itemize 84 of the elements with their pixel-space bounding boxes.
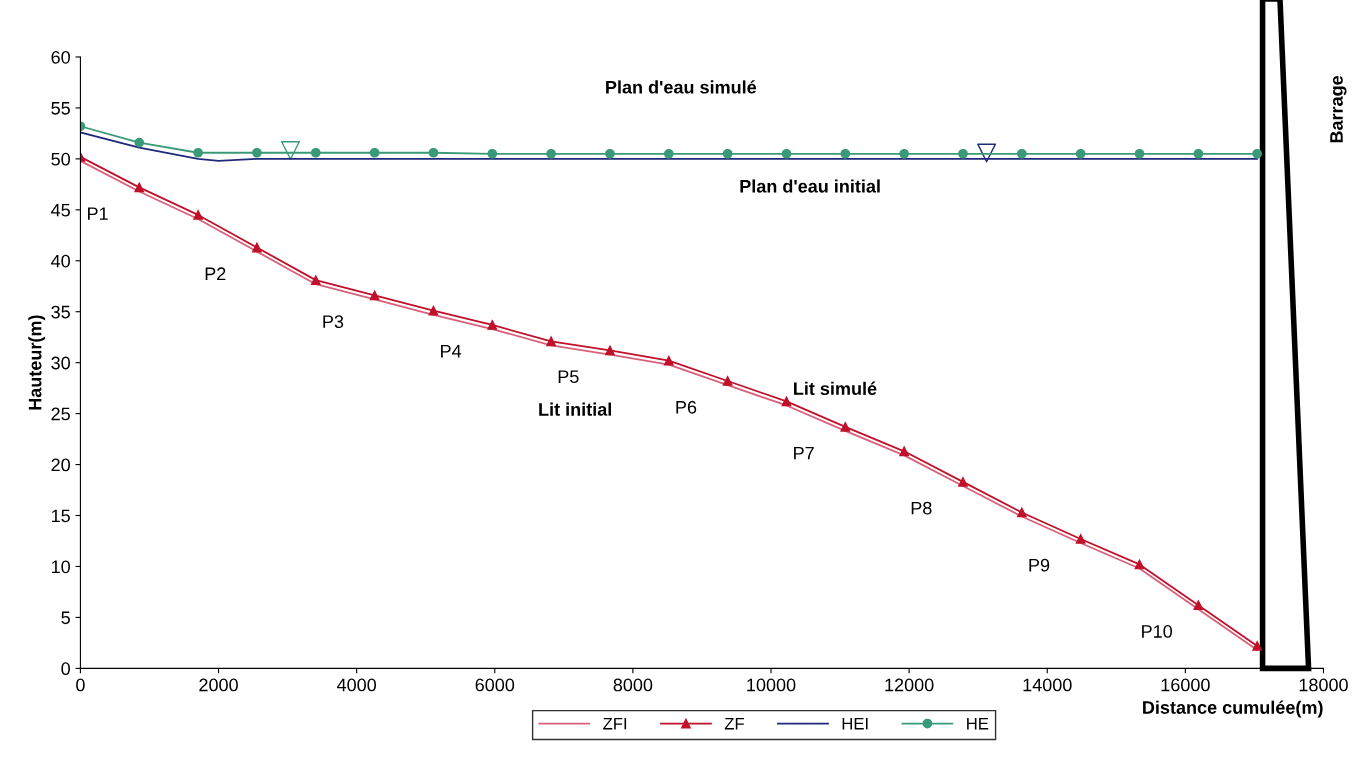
point: [1193, 600, 1204, 611]
x-tick-label: 10000: [747, 678, 796, 692]
x-tick-label: 6000: [475, 678, 515, 692]
legend-label: HE: [967, 717, 989, 730]
annotation: Plan d'eau simulé: [606, 80, 757, 94]
annotation: P9: [1029, 558, 1050, 572]
point: [663, 148, 674, 159]
point: [310, 147, 321, 158]
annotation: Plan d'eau initial: [740, 179, 880, 193]
point: [193, 210, 203, 220]
x-tick-label: 14000: [1023, 678, 1072, 692]
point: [1252, 148, 1263, 159]
y-tick-label: 20: [51, 458, 70, 472]
y-tick-label: 40: [51, 254, 70, 268]
annotation: Lit initial: [539, 402, 611, 416]
y-tick-label: 25: [51, 407, 70, 421]
legend-label: ZFI: [603, 717, 627, 730]
y-tick-label: 0: [61, 662, 70, 676]
point: [1075, 148, 1086, 159]
annotation: Lit simulé: [794, 381, 877, 396]
x-tick-label: 4000: [336, 678, 377, 692]
point: [428, 147, 439, 158]
point: [546, 336, 556, 347]
point: [663, 355, 674, 366]
point: [369, 290, 380, 301]
y-tick-label: 55: [51, 102, 70, 115]
point: [1193, 148, 1204, 159]
annotation: P10: [1142, 625, 1173, 638]
point: [1252, 641, 1263, 651]
point: [722, 376, 733, 386]
point: [605, 148, 615, 159]
y-tick-label: 5: [61, 611, 70, 625]
point: [722, 148, 733, 159]
y-tick-label: 10: [51, 560, 70, 574]
annotation: P7: [794, 446, 814, 460]
point: [252, 242, 262, 253]
annotation: P5: [558, 370, 579, 384]
point: [899, 446, 910, 457]
point: [1016, 507, 1027, 518]
y-tick-label: 45: [51, 203, 70, 217]
point: [369, 147, 380, 158]
point: [1016, 148, 1027, 159]
y-tick-label: 50: [51, 152, 70, 166]
point: [310, 275, 321, 285]
point: [605, 345, 615, 356]
point: [134, 137, 145, 148]
point: [134, 182, 145, 193]
x-tick-label: 2000: [199, 678, 238, 692]
annotation: P3: [323, 315, 344, 329]
annotation: P6: [676, 400, 697, 414]
point: [1134, 148, 1145, 159]
x-tick-label: 18000: [1299, 678, 1348, 692]
y-tick-label: 15: [51, 509, 70, 523]
legend-label: HEI: [842, 717, 868, 730]
annotation: P4: [441, 344, 462, 358]
y-tick-label: 35: [51, 305, 70, 319]
x-axis-title: Distance cumulée(m): [1143, 700, 1323, 718]
annotation: P1: [88, 207, 108, 220]
point: [1075, 534, 1086, 544]
point: [781, 148, 792, 159]
point: [487, 148, 498, 159]
x-tick-label: 16000: [1161, 678, 1210, 692]
point: [840, 422, 851, 432]
x-tick-label: 0: [76, 678, 85, 692]
point: [428, 305, 439, 316]
text: Barrage: [1330, 75, 1347, 143]
annotation: P8: [911, 501, 932, 515]
point: [252, 147, 262, 158]
point: [958, 148, 968, 159]
point: [840, 148, 851, 159]
point: [958, 477, 968, 487]
legend-label: ZF: [724, 717, 744, 730]
y-axis-title: Hauteur(m): [28, 315, 46, 410]
x-tick-label: 8000: [613, 678, 653, 692]
annotation: P2: [205, 267, 226, 280]
point: [546, 148, 556, 159]
point: [1134, 559, 1145, 570]
x-tick-label: 12000: [885, 678, 934, 692]
point: [899, 148, 910, 159]
point: [781, 396, 792, 407]
point: [193, 147, 203, 158]
point: [487, 320, 498, 330]
y-tick-label: 60: [51, 50, 70, 64]
y-tick-label: 30: [51, 356, 70, 370]
